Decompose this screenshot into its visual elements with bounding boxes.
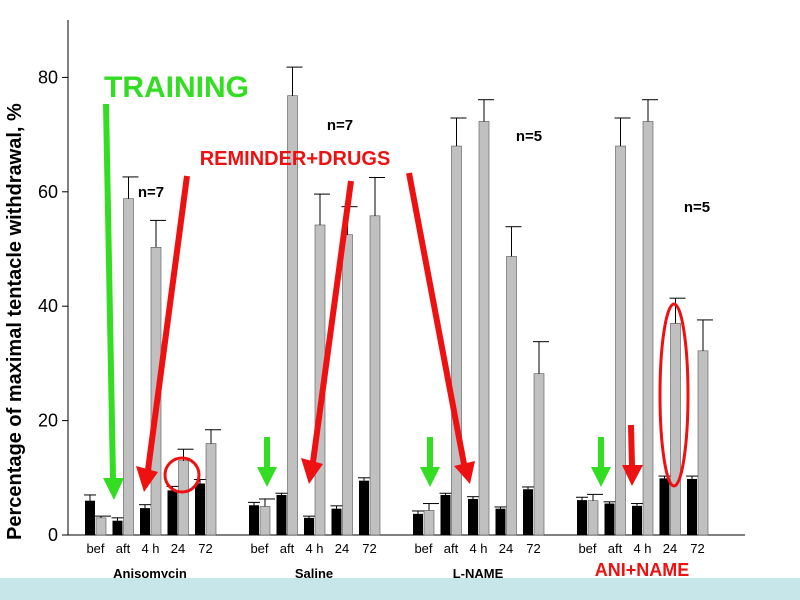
training-label: TRAINING <box>104 71 249 104</box>
black-bar <box>304 517 314 535</box>
n-label: n=5 <box>684 199 710 216</box>
x-tick-label: 24 <box>171 541 185 556</box>
y-axis-label-wrap: Percentage of maximal tentacle withdrawa… <box>4 90 44 540</box>
gray-bar <box>205 443 217 536</box>
black-bar <box>331 508 342 535</box>
training-arrow-head <box>103 478 124 500</box>
x-tick-label: aft <box>444 541 459 556</box>
gray-bar <box>178 460 189 536</box>
black-bar <box>468 498 478 535</box>
x-tick-label: 24 <box>335 541 349 556</box>
gray-bar <box>123 198 134 536</box>
gray-bar <box>670 323 681 536</box>
x-tick-label: 72 <box>526 541 540 556</box>
black-bar <box>195 483 205 535</box>
gray-bar <box>642 121 654 536</box>
n-label: n=7 <box>138 184 164 201</box>
reminder-arrow-head <box>301 458 323 484</box>
gray-bar <box>342 234 353 536</box>
black-bar <box>523 489 533 535</box>
gray-bar <box>95 517 107 536</box>
x-tick-label: bef <box>250 541 268 556</box>
black-bar <box>276 494 287 535</box>
highlight-circle <box>163 456 201 494</box>
reminder-arrow-shaft <box>628 424 635 468</box>
x-tick-label: 72 <box>690 541 704 556</box>
n-label: n=7 <box>327 117 353 134</box>
bottom-strip <box>0 578 800 600</box>
y-axis-label: Percentage of maximal tentacle withdrawa… <box>4 103 26 540</box>
black-bar <box>440 494 451 535</box>
x-tick-label: 72 <box>198 541 212 556</box>
highlight-ellipse <box>658 302 690 488</box>
black-bar <box>249 505 259 535</box>
x-tick-label: 24 <box>499 541 513 556</box>
y-tick-label: 0 <box>48 525 58 545</box>
y-tick-label: 60 <box>38 182 58 202</box>
x-tick-label: bef <box>578 541 596 556</box>
reminder-label: REMINDER+DRUGS <box>200 148 391 170</box>
x-tick-label: 72 <box>362 541 376 556</box>
training-arrow-shaft <box>103 103 116 479</box>
black-bar <box>577 500 587 535</box>
x-tick-label: 4 h <box>633 541 651 556</box>
black-bar <box>413 513 423 535</box>
reminder-arrow-shaft <box>145 175 190 471</box>
black-bar <box>659 478 670 535</box>
black-bar <box>167 490 178 535</box>
x-tick-label: 4 h <box>305 541 323 556</box>
n-label: n=5 <box>516 128 542 145</box>
reminder-arrow-shaft <box>406 172 467 465</box>
y-tick-label: 80 <box>38 67 58 87</box>
black-bar <box>140 508 150 535</box>
group-label: Saline <box>295 566 333 581</box>
training-arrow-head <box>420 467 440 487</box>
gray-bar <box>506 256 517 536</box>
x-tick-label: 24 <box>663 541 677 556</box>
black-bar <box>632 505 642 535</box>
gray-bar <box>697 350 709 536</box>
group-label: Anisomycin <box>113 566 187 581</box>
gray-bar <box>587 500 599 536</box>
black-bar <box>85 500 95 535</box>
black-bar <box>359 480 369 535</box>
x-tick-label: aft <box>280 541 295 556</box>
gray-bar <box>423 510 435 536</box>
reminder-arrow-head <box>136 466 158 492</box>
arrows <box>103 103 643 500</box>
y-tick-label: 20 <box>38 411 58 431</box>
black-bar <box>112 520 123 535</box>
gray-bar <box>369 215 381 536</box>
x-tick-label: 4 h <box>141 541 159 556</box>
training-arrow-head <box>257 467 277 487</box>
group-label: ANI+NAME <box>595 560 690 580</box>
x-tick-label: aft <box>116 541 131 556</box>
black-bar <box>604 503 615 535</box>
gray-bar <box>259 506 271 536</box>
x-tick-label: 4 h <box>469 541 487 556</box>
reminder-arrow-head <box>454 461 475 484</box>
x-tick-label: bef <box>414 541 432 556</box>
gray-bar <box>478 121 490 536</box>
x-tick-label: aft <box>608 541 623 556</box>
x-tick-label: bef <box>86 541 104 556</box>
training-arrow-head <box>591 467 611 487</box>
bars <box>84 66 713 536</box>
black-bar <box>495 508 506 535</box>
group-label: L-NAME <box>453 566 504 581</box>
gray-bar <box>615 145 626 536</box>
annotations: TRAINING REMINDER+DRUGS <box>104 71 690 494</box>
black-bar <box>687 478 697 535</box>
gray-bar <box>533 373 545 536</box>
reminder-arrow-shaft <box>310 180 354 463</box>
y-tick-label: 40 <box>38 296 58 316</box>
gray-bar <box>451 145 462 536</box>
reminder-arrow-head <box>622 465 643 486</box>
